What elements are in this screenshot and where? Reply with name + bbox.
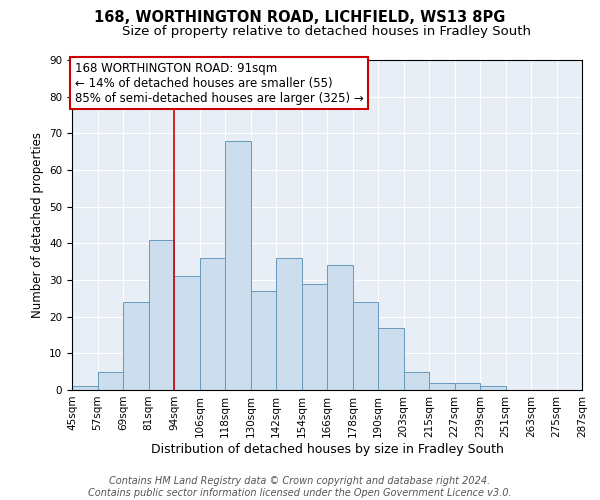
Bar [353,302,378,390]
Title: Size of property relative to detached houses in Fradley South: Size of property relative to detached ho… [122,25,532,38]
X-axis label: Distribution of detached houses by size in Fradley South: Distribution of detached houses by size … [151,442,503,456]
Bar [302,284,327,390]
Bar [480,386,505,390]
Bar [97,372,123,390]
Bar [72,386,97,390]
Bar [251,291,276,390]
Text: 168 WORTHINGTON ROAD: 91sqm
← 14% of detached houses are smaller (55)
85% of sem: 168 WORTHINGTON ROAD: 91sqm ← 14% of det… [74,62,364,104]
Text: 168, WORTHINGTON ROAD, LICHFIELD, WS13 8PG: 168, WORTHINGTON ROAD, LICHFIELD, WS13 8… [94,10,506,25]
Bar [429,382,455,390]
Bar [149,240,174,390]
Bar [199,258,225,390]
Bar [225,140,251,390]
Bar [404,372,429,390]
Bar [455,382,480,390]
Bar [276,258,302,390]
Bar [123,302,149,390]
Text: Contains HM Land Registry data © Crown copyright and database right 2024.
Contai: Contains HM Land Registry data © Crown c… [88,476,512,498]
Y-axis label: Number of detached properties: Number of detached properties [31,132,44,318]
Bar [327,266,353,390]
Bar [378,328,404,390]
Bar [174,276,199,390]
